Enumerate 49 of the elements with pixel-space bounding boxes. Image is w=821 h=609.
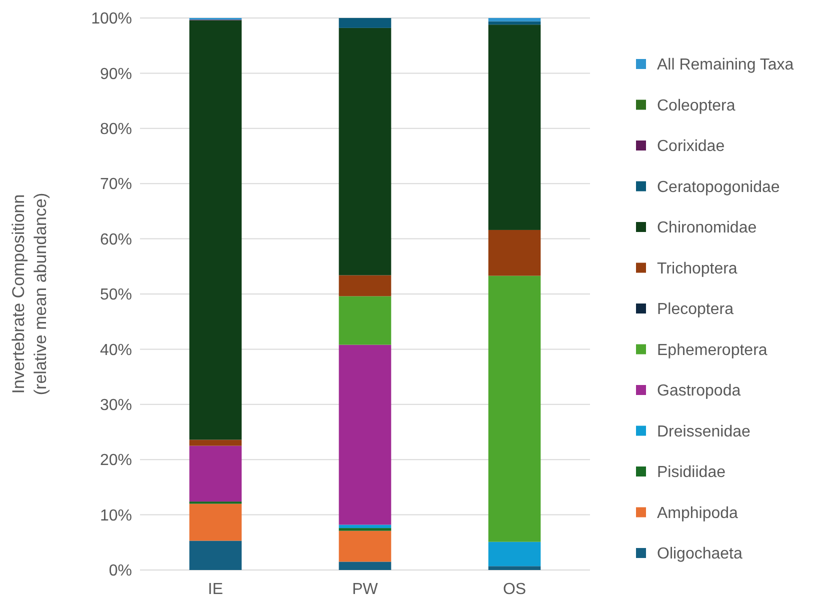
bar bbox=[488, 542, 541, 566]
bar bbox=[488, 566, 541, 570]
x-tick-label: IE bbox=[208, 581, 224, 598]
bar bbox=[338, 530, 392, 562]
y-tick-label: 30% bbox=[100, 397, 132, 414]
legend-label: Gastropoda bbox=[657, 382, 741, 400]
bar bbox=[338, 562, 392, 570]
bar bbox=[338, 528, 392, 531]
bar bbox=[189, 20, 242, 440]
bar bbox=[338, 18, 392, 28]
bar bbox=[189, 504, 242, 541]
bar bbox=[488, 24, 541, 230]
y-tick-label: 10% bbox=[100, 507, 132, 524]
bar bbox=[488, 21, 541, 25]
y-tick-label: 20% bbox=[100, 452, 132, 470]
y-tick-label: 40% bbox=[100, 342, 132, 359]
bar bbox=[338, 296, 392, 345]
bar bbox=[189, 440, 242, 446]
legend-label: Ephemeroptera bbox=[657, 342, 768, 359]
legend-label: Oligochaeta bbox=[657, 546, 742, 563]
legend-label: Dreissenidae bbox=[657, 423, 750, 440]
bar bbox=[488, 276, 541, 542]
legend-label: Corixidae bbox=[657, 138, 725, 156]
legend-label: Plecoptera bbox=[657, 301, 734, 318]
legend-label: Chironomidae bbox=[657, 220, 757, 237]
x-tick-label: PW bbox=[352, 581, 379, 598]
legend-label: Ceratopogonidae bbox=[657, 178, 780, 196]
y-tick-label: 0% bbox=[108, 562, 132, 580]
bar bbox=[338, 524, 392, 528]
y-tick-label: 90% bbox=[100, 66, 132, 83]
y-tick-label: 70% bbox=[100, 176, 132, 194]
bar bbox=[189, 446, 242, 502]
legend-label: Amphipoda bbox=[657, 504, 738, 522]
y-tick-label: 60% bbox=[100, 231, 132, 248]
x-tick-label: OS bbox=[502, 581, 526, 598]
bar bbox=[338, 275, 392, 296]
y-tick-label: 100% bbox=[91, 10, 132, 28]
y-tick-label: 50% bbox=[100, 286, 132, 304]
legend-label: Trichoptera bbox=[657, 260, 738, 278]
legend-label: Pisidiidae bbox=[657, 464, 726, 482]
bar bbox=[189, 540, 242, 570]
bar bbox=[338, 344, 392, 525]
legend-label: All Remaining Taxa bbox=[657, 56, 794, 74]
bar bbox=[488, 18, 541, 22]
bar bbox=[488, 230, 541, 276]
bar bbox=[338, 28, 392, 276]
y-axis-title: Invertebrate Compositionn (relative mean abundance) bbox=[9, 192, 50, 396]
y-tick-label: 80% bbox=[100, 121, 132, 138]
legend-label: Coleoptera bbox=[657, 97, 736, 114]
